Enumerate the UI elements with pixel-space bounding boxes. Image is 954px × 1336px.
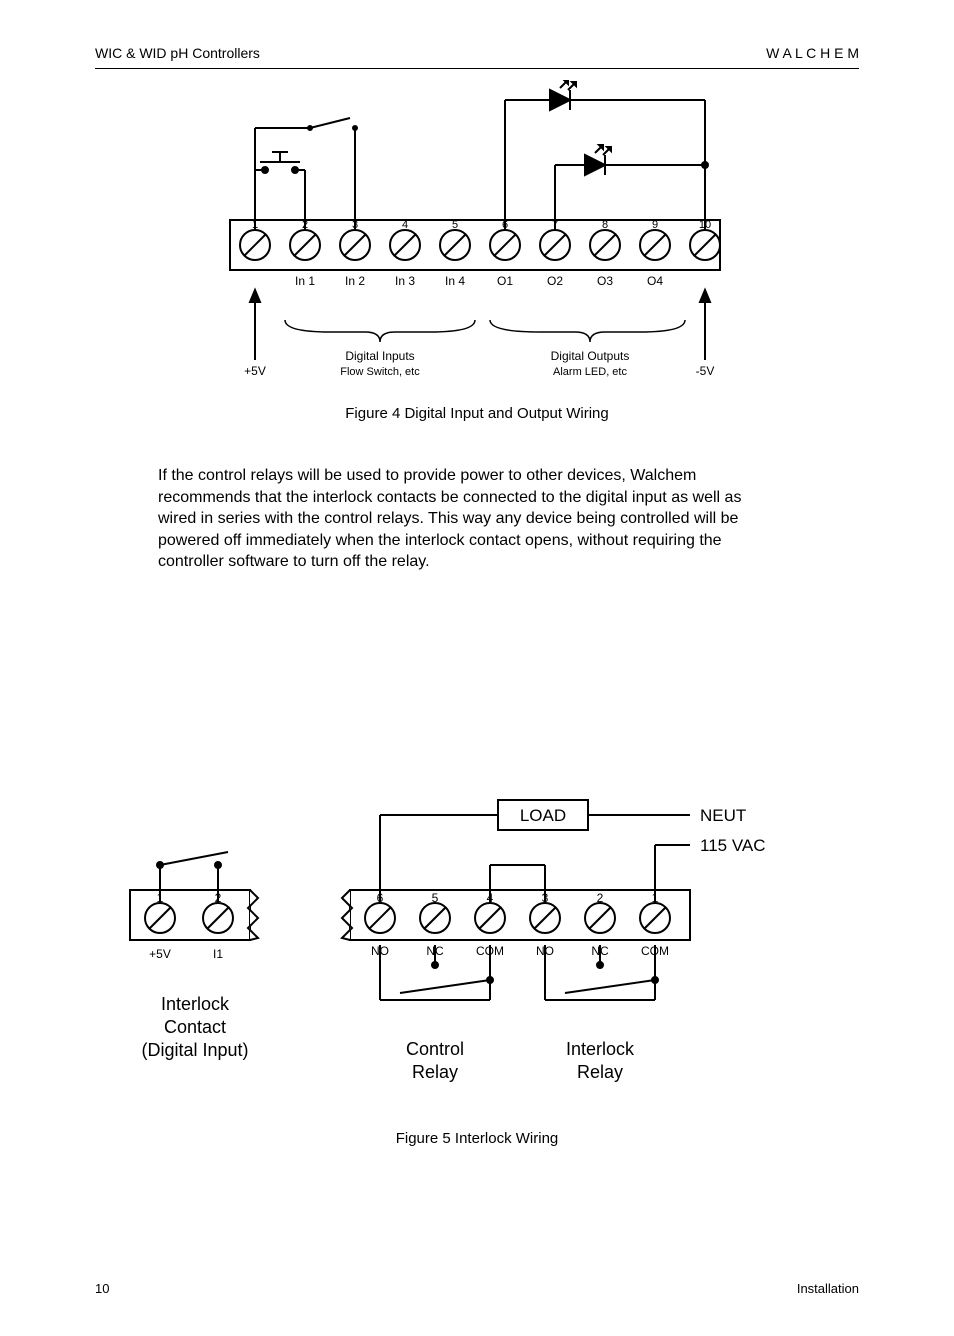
header-rule (95, 68, 859, 69)
term-label: 8 (602, 219, 608, 231)
term-label: 5 (432, 891, 439, 905)
footer-section: Installation (797, 1281, 859, 1296)
brace-label: Digital Inputs (345, 349, 414, 363)
arrow-label: -5V (696, 364, 715, 378)
load-label: LOAD (520, 806, 566, 825)
term-label: 4 (402, 219, 408, 231)
sub-label: O1 (497, 274, 513, 288)
relay-label: Relay (577, 1062, 623, 1082)
relay-label: Relay (412, 1062, 458, 1082)
para-line: controller software to turn off the rela… (158, 553, 430, 570)
header-left: WIC & WID pH Controllers (95, 45, 260, 61)
para-line: If the control relays will be used to pr… (158, 467, 696, 484)
figure5-diagram: 1 2 +5V I1 Interlock Contact (Digital In… (100, 790, 800, 1135)
term-label: 2 (597, 891, 604, 905)
sub-label: O2 (547, 274, 563, 288)
header-right: W A L C H E M (766, 45, 859, 61)
term-label: 9 (652, 219, 658, 231)
figure4-caption: Figure 4 Digital Input and Output Wiring (0, 405, 954, 422)
para-line: recommends that the interlock contacts b… (158, 489, 741, 506)
figure4-diagram: 1 2 3 4 5 6 7 8 9 10 (190, 80, 750, 405)
page-number: 10 (95, 1281, 109, 1296)
figure5-caption: Figure 5 Interlock Wiring (0, 1130, 954, 1147)
term-label: 5 (452, 219, 458, 231)
arrow-label: +5V (244, 364, 266, 378)
left-label: Interlock (161, 994, 230, 1014)
sub-label: In 1 (295, 274, 315, 288)
brace-sub: Flow Switch, etc (340, 366, 420, 378)
vac-label: 115 VAC (700, 836, 766, 855)
relay-label: Interlock (566, 1039, 635, 1059)
sub-label: +5V (149, 947, 171, 961)
sub-label: In 2 (345, 274, 365, 288)
brace-label: Digital Outputs (551, 349, 630, 363)
sub-label: In 3 (395, 274, 415, 288)
paragraph: If the control relays will be used to pr… (158, 465, 858, 573)
relay-label: Control (406, 1039, 464, 1059)
sub-label: In 4 (445, 274, 465, 288)
footer: 10 Installation (95, 1281, 859, 1296)
sub-label: O4 (647, 274, 663, 288)
brace-sub: Alarm LED, etc (553, 366, 627, 378)
left-label: Contact (164, 1017, 226, 1037)
para-line: powered off immediately when the interlo… (158, 532, 722, 549)
sub-label: I1 (213, 947, 223, 961)
para-line: wired in series with the control relays.… (158, 510, 738, 527)
page: WIC & WID pH Controllers W A L C H E M (0, 0, 954, 1336)
neut-label: NEUT (700, 806, 746, 825)
left-label: (Digital Input) (141, 1040, 248, 1060)
sub-label: O3 (597, 274, 613, 288)
